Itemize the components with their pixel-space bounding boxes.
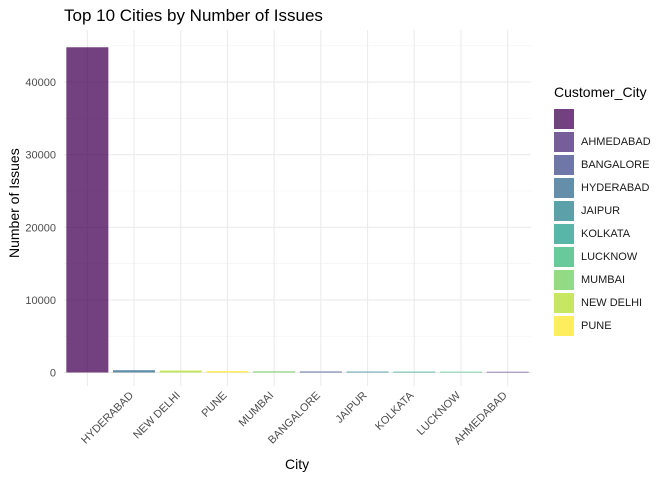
bar-mumbai [253, 371, 296, 373]
bar-kolkata [393, 371, 436, 373]
legend-key [554, 154, 574, 175]
bar-lucknow [439, 371, 482, 373]
x-tick-label: MUMBAI [237, 390, 277, 430]
legend-item [554, 107, 651, 130]
y-tick-label: 30000 [25, 150, 56, 162]
bar-pune [206, 371, 249, 373]
legend-label: KOLKATA [581, 227, 631, 240]
bar-blank [66, 47, 109, 373]
legend-label: AHMEDABAD [581, 135, 651, 148]
legend-label: LUCKNOW [581, 250, 638, 263]
legend-key [554, 246, 574, 267]
legend-label: HYDERABAD [581, 181, 650, 194]
legend-key [554, 108, 574, 129]
legend-key [554, 223, 574, 244]
legend-items: AHMEDABAD BANGALORE HYDERABAD JAIPUR KOLKATA… [554, 107, 651, 337]
legend-item: JAIPUR [554, 199, 651, 222]
legend-item: KOLKATA [554, 222, 651, 245]
y-tick-label: 20000 [25, 222, 56, 234]
legend-key [554, 315, 574, 336]
legend-key [554, 131, 574, 152]
x-tick-label: NEW DELHI [131, 390, 183, 442]
legend-key [554, 292, 574, 313]
bars [66, 47, 529, 373]
grid-lines [64, 30, 531, 386]
legend-label: NEW DELHI [581, 296, 643, 309]
y-tick-label: 0 [50, 368, 56, 380]
legend-item: HYDERABAD [554, 176, 651, 199]
legend-label: BANGALORE [581, 158, 650, 171]
legend: Customer_City AHMEDABAD BANGALORE HYDERABA… [554, 84, 651, 337]
legend-item: BANGALORE [554, 153, 651, 176]
x-tick-label: PUNE [199, 390, 229, 420]
legend-item: NEW DELHI [554, 291, 651, 314]
x-tick-label: HYDERABAD [79, 390, 136, 447]
bar-bangalore [299, 371, 342, 373]
legend-item: MUMBAI [554, 268, 651, 291]
bar-new-delhi [159, 370, 202, 373]
x-tick-label: LUCKNOW [415, 389, 464, 438]
legend-key [554, 200, 574, 221]
legend-item: AHMEDABAD [554, 130, 651, 153]
legend-label: JAIPUR [581, 204, 621, 217]
y-axis-ticks: 0 10000 20000 30000 40000 [25, 77, 56, 379]
legend-item: LUCKNOW [554, 245, 651, 268]
legend-label: MUMBAI [581, 273, 625, 286]
bar-jaipur [346, 371, 389, 373]
x-axis-label: City [285, 456, 310, 472]
legend-label: PUNE [581, 319, 612, 332]
bar-hyderabad [113, 370, 156, 373]
legend-key [554, 269, 574, 290]
chart-title: Top 10 Cities by Number of Issues [64, 6, 323, 25]
x-tick-label: KOLKATA [373, 389, 417, 433]
legend-key [554, 177, 574, 198]
legend-title: Customer_City [554, 84, 647, 100]
bar-ahmedabad [486, 371, 529, 373]
y-tick-label: 10000 [25, 295, 56, 307]
x-tick-label: JAIPUR [334, 390, 370, 426]
y-axis-label: Number of Issues [6, 148, 22, 258]
y-tick-label: 40000 [25, 77, 56, 89]
legend-item: PUNE [554, 314, 651, 337]
